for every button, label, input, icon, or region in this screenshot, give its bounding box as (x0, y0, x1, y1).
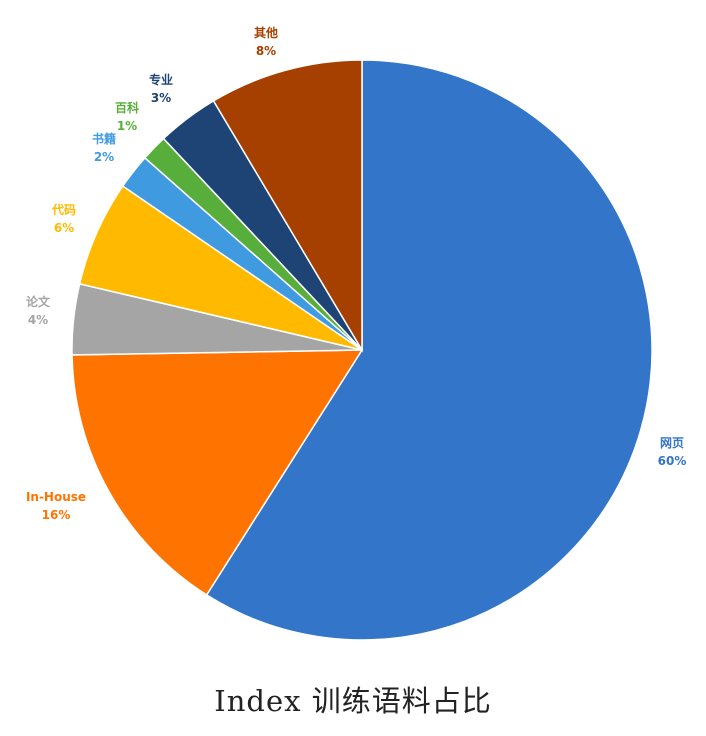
slice-percent-label: 2% (94, 150, 114, 164)
slice-percent-label: 1% (117, 119, 137, 133)
slice-name-label: 百科 (115, 100, 139, 115)
slice-percent-label: 4% (28, 313, 48, 327)
pie-chart-area: 网页 60% In-House 16% 论文 4% 代码 6% 书籍 2% 百科 1% 专业 3% 其他 8% (25, 25, 687, 641)
slice-percent-label: 60% (658, 454, 687, 468)
slice-percent-label: 8% (256, 44, 276, 58)
slice-percent-label: 16% (42, 508, 71, 522)
slice-name-label: 书籍 (92, 131, 116, 146)
slice-percent-label: 6% (54, 221, 74, 235)
pie-chart: 网页 60% In-House 16% 论文 4% 代码 6% 书籍 2% 百科 1% 专业 3% 其他 8% (26, 25, 686, 641)
slice-percent-label: 3% (151, 91, 171, 105)
slice-name-label: 专业 (149, 72, 173, 87)
slice-name-label: 论文 (26, 294, 51, 309)
slice-name-label: 网页 (660, 436, 684, 450)
pie-slice-8 (212, 59, 363, 353)
pie-slice-1 (205, 59, 653, 641)
figure-caption: Index 训练语料占比 (214, 684, 492, 718)
pie-slice-2 (71, 349, 364, 596)
slice-name-label: 其他 (254, 25, 278, 40)
slice-name-label: In-House (26, 490, 86, 504)
slices-layer (71, 59, 653, 641)
slice-name-label: 代码 (51, 202, 76, 217)
labels-layer: 网页 60% In-House 16% 论文 4% 代码 6% 书籍 2% 百科 1% 专业 3% 其他 8% (26, 25, 686, 522)
